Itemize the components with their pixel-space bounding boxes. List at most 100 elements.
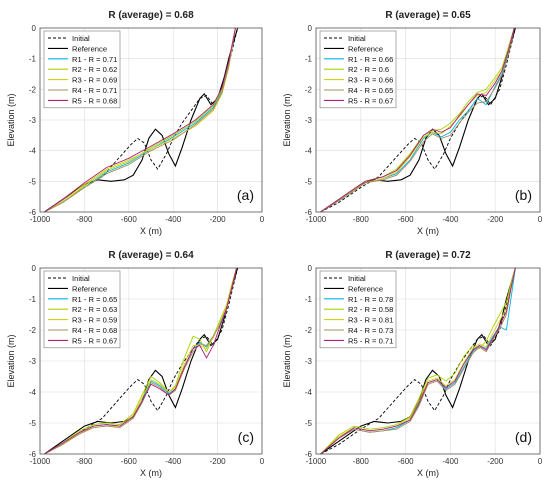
y-tick-label: -4 [305,147,313,156]
y-axis-label: Elevation (m) [282,334,292,387]
legend-entry-R1: R1 - R = 0.65 [72,295,117,304]
x-tick-label: -600 [398,215,415,224]
x-tick-label: -600 [121,457,138,466]
x-tick-label: -1000 [306,457,327,466]
x-tick-label: -400 [442,215,459,224]
y-tick-label: -1 [305,55,313,64]
chart-title: R (average) = 0.64 [108,250,194,261]
y-tick-label: -5 [305,177,313,186]
x-tick-label: -1000 [306,215,327,224]
legend-entry-initial: Initial [72,274,90,283]
series-line-reference [320,27,516,213]
series-line-R5 [320,267,516,455]
legend-entry-R5: R5 - R = 0.68 [72,96,117,105]
axes-frame [315,27,541,213]
legend-entry-R3: R3 - R = 0.66 [348,76,393,85]
legend-entry-R5: R5 - R = 0.67 [72,336,117,345]
y-tick-label: -2 [305,326,313,335]
legend-entry-R3: R3 - R = 0.59 [72,316,117,325]
legend-entry-R3: R3 - R = 0.69 [72,76,117,85]
x-tick-label: -1000 [30,215,51,224]
y-tick-label: 0 [32,24,37,33]
x-axis-label: X (m) [140,226,162,236]
series-line-R5 [44,27,236,213]
legend-entry-R1: R1 - R = 0.66 [348,55,393,64]
chart-panel-d: R (average) = 0.72 -1000 -800 -600 -400 -200 0… [282,250,543,478]
x-axis-label: X (m) [417,226,439,236]
legend-entry-reference: Reference [348,44,383,53]
y-tick-label: -2 [29,85,37,94]
y-tick-label: -6 [29,208,37,217]
legend-entry-R5: R5 - R = 0.71 [348,336,393,345]
y-tick-label: 0 [32,264,37,273]
x-tick-label: 0 [260,215,265,224]
legend-entry-R2: R2 - R = 0.63 [72,305,117,314]
panel-label: (b) [515,187,532,203]
x-tick-label: -800 [353,215,370,224]
x-tick-label: -400 [442,457,459,466]
chart-title: R (average) = 0.68 [108,10,194,21]
y-tick-label: -6 [305,208,313,217]
x-tick-label: -400 [165,215,182,224]
y-tick-label: -3 [29,357,37,366]
y-axis-label: Elevation (m) [282,93,292,146]
legend-entry-R5: R5 - R = 0.67 [348,96,393,105]
y-tick-label: -2 [305,85,313,94]
y-tick-label: -1 [29,55,37,64]
chart-panel-b: R (average) = 0.65 -1000 -800 -600 -400 -200 0… [282,10,543,236]
legend-entry-initial: Initial [348,274,366,283]
y-tick-label: -4 [29,147,37,156]
y-tick-label: -2 [29,326,37,335]
x-tick-label: -200 [210,457,227,466]
legend-entry-R2: R2 - R = 0.62 [72,65,117,74]
axes-frame [315,267,541,455]
panel-label: (a) [237,187,254,203]
panel-label: (d) [515,429,532,445]
series-line-R5 [44,267,237,455]
series-line-R5 [320,27,515,213]
y-axis-label: Elevation (m) [6,93,16,146]
legend-entry-R4: R4 - R = 0.68 [72,326,117,335]
y-tick-label: -5 [29,177,37,186]
x-tick-label: -800 [76,215,93,224]
legend-entry-initial: Initial [72,34,90,43]
series-line-R2 [320,267,516,455]
legend-entry-R4: R4 - R = 0.73 [348,326,393,335]
legend-entry-R1: R1 - R = 0.71 [72,55,117,64]
y-tick-label: -1 [29,295,37,304]
x-tick-label: -800 [353,457,370,466]
y-tick-label: -4 [305,388,313,397]
series-line-R4 [320,267,516,455]
y-tick-label: 0 [308,24,313,33]
x-tick-label: 0 [260,457,265,466]
x-tick-label: -200 [487,215,504,224]
x-axis-label: X (m) [140,468,162,478]
legend-entry-R2: R2 - R = 0.6 [348,65,389,74]
y-tick-label: -5 [305,419,313,428]
chart-panel-a: R (average) = 0.68 -1000 -800 -600 -400 -200 0… [6,10,265,236]
y-tick-label: -3 [305,357,313,366]
y-tick-label: -5 [29,419,37,428]
legend-entry-reference: Reference [348,284,383,293]
x-tick-label: -800 [76,457,93,466]
x-tick-label: -400 [165,457,182,466]
y-tick-label: -4 [29,388,37,397]
chart-title: R (average) = 0.72 [385,250,471,261]
y-axis-label: Elevation (m) [6,334,16,387]
series-line-initial [320,267,516,455]
series-line-R4 [320,27,515,213]
y-tick-label: -1 [305,295,313,304]
y-tick-label: -3 [305,116,313,125]
x-axis-label: X (m) [417,468,439,478]
chart-panel-c: R (average) = 0.64 -1000 -800 -600 -400 -200 0… [6,250,265,478]
legend-entry-R2: R2 - R = 0.58 [348,305,393,314]
x-tick-label: -200 [487,457,504,466]
legend-entry-R4: R4 - R = 0.65 [348,86,393,95]
legend-entry-R4: R4 - R = 0.71 [72,86,117,95]
x-tick-label: -200 [210,215,227,224]
x-tick-label: 0 [538,215,543,224]
